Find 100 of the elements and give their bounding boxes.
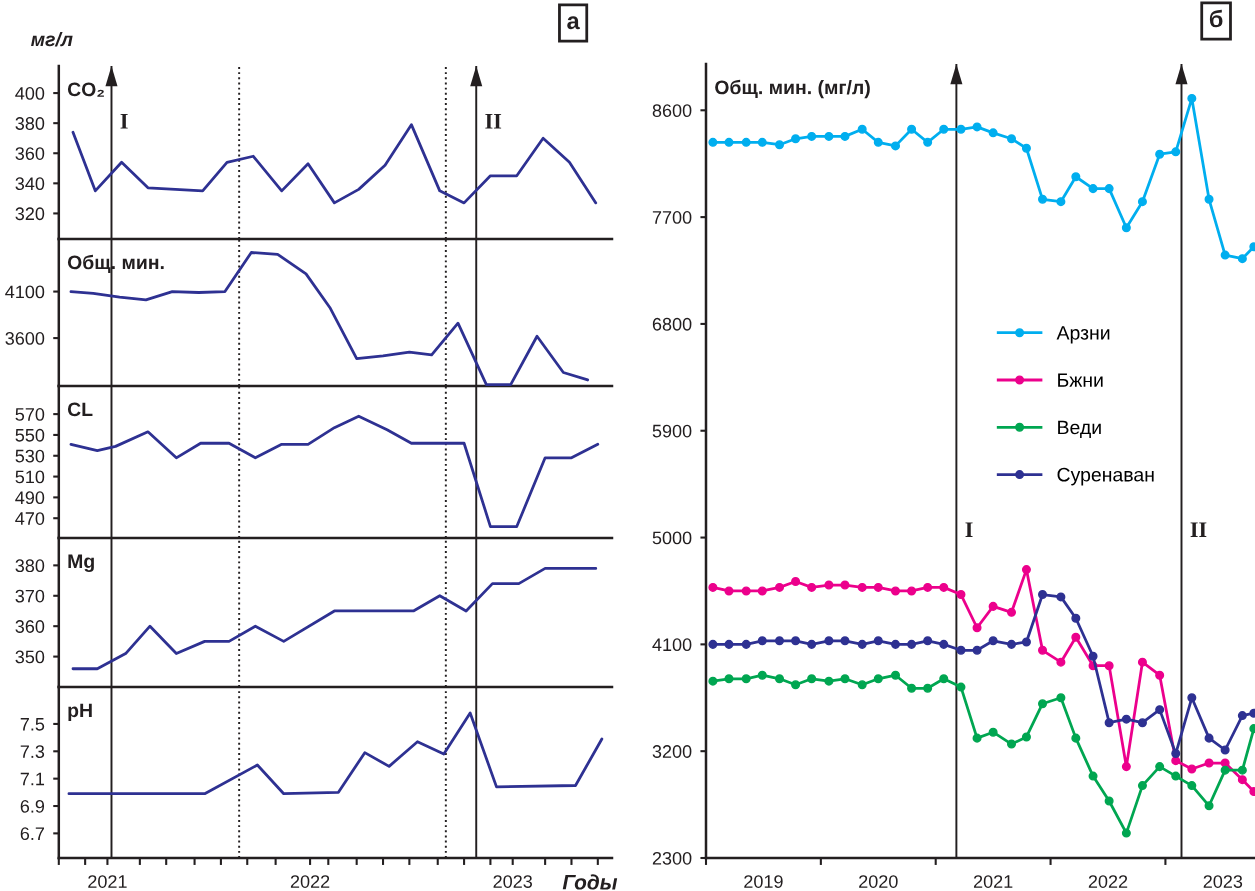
point xyxy=(857,639,867,649)
point xyxy=(1187,93,1197,103)
point xyxy=(1071,172,1081,182)
point xyxy=(1171,756,1181,766)
point xyxy=(724,586,734,596)
point xyxy=(857,124,867,134)
point xyxy=(873,137,883,147)
point xyxy=(708,639,718,649)
point xyxy=(724,674,734,684)
point xyxy=(1056,657,1066,667)
x-tick-label: 2021 xyxy=(973,875,1013,888)
point xyxy=(1187,764,1197,774)
chart-title: а xyxy=(567,16,580,30)
x-tick-label: 2019 xyxy=(744,875,783,888)
point xyxy=(741,586,751,596)
point xyxy=(907,124,917,134)
point xyxy=(1237,765,1247,775)
point xyxy=(1204,733,1214,743)
point xyxy=(923,582,933,592)
point xyxy=(956,590,966,600)
point xyxy=(1104,184,1114,194)
point xyxy=(988,601,998,611)
point xyxy=(1038,645,1048,655)
point xyxy=(972,623,982,633)
y-tick-label: 400 xyxy=(15,87,45,100)
point xyxy=(1121,714,1131,724)
point xyxy=(774,674,785,684)
point xyxy=(939,639,949,649)
point xyxy=(1006,739,1017,749)
point xyxy=(1021,143,1031,153)
annotation: II xyxy=(1190,522,1207,537)
annotation: I xyxy=(965,522,973,537)
point xyxy=(1021,565,1031,575)
y-tick-label: 6.7 xyxy=(20,827,45,841)
point xyxy=(1204,801,1214,811)
point xyxy=(1155,670,1165,680)
point xyxy=(1056,592,1066,602)
point xyxy=(956,645,966,655)
y-tick-label: 320 xyxy=(15,207,45,221)
point xyxy=(774,582,785,592)
point xyxy=(1137,718,1147,728)
point xyxy=(824,636,834,646)
y-tick-label: 2300 xyxy=(652,851,692,865)
point xyxy=(1021,732,1031,742)
x-tick-label: 2020 xyxy=(859,875,898,888)
y-tick-label: 8600 xyxy=(652,104,692,118)
y-tick-label: 360 xyxy=(15,147,45,160)
point xyxy=(873,582,883,592)
point xyxy=(1187,693,1197,703)
point xyxy=(774,140,785,150)
point xyxy=(988,128,998,138)
point xyxy=(791,636,801,646)
point xyxy=(757,670,767,680)
point xyxy=(840,636,850,646)
y-tick-label: 380 xyxy=(15,117,45,130)
point xyxy=(1237,254,1247,264)
point xyxy=(939,124,949,134)
text: мг/л xyxy=(31,31,73,47)
point xyxy=(1006,607,1017,617)
y-tick-label: 350 xyxy=(15,650,45,664)
point xyxy=(1237,711,1247,721)
point xyxy=(1071,733,1081,743)
y-axis-title: Общ. мин. (мг/л) xyxy=(715,79,870,99)
legend-label: Веди xyxy=(1058,420,1101,438)
y-tick-label: 570 xyxy=(15,408,45,421)
annotation: II xyxy=(485,113,502,129)
point xyxy=(923,636,933,646)
point xyxy=(840,674,850,684)
point xyxy=(857,582,867,592)
point xyxy=(1088,184,1098,194)
point xyxy=(1104,661,1114,671)
x-tick-label: 2023 xyxy=(1203,875,1243,888)
annotation: I xyxy=(120,113,128,129)
point xyxy=(1088,651,1098,661)
y-tick-label: 7.3 xyxy=(20,745,45,759)
y-tick-label: 470 xyxy=(15,512,45,525)
point xyxy=(724,137,734,147)
y-tick-label: 5900 xyxy=(652,424,692,438)
point xyxy=(907,683,917,693)
line-series xyxy=(69,251,590,386)
point xyxy=(1171,147,1181,157)
point xyxy=(972,733,982,743)
point xyxy=(774,636,785,646)
x-tick-label: 2022 xyxy=(290,875,330,888)
point xyxy=(741,137,751,147)
point xyxy=(1237,775,1247,785)
y-axis-title: Mg xyxy=(68,554,94,573)
point xyxy=(1204,194,1214,204)
point xyxy=(1071,613,1081,623)
point xyxy=(741,674,751,684)
point xyxy=(1088,771,1098,781)
point xyxy=(923,683,933,693)
point xyxy=(873,636,883,646)
legend-label: Арзни xyxy=(1056,326,1110,344)
point xyxy=(1006,134,1017,144)
point xyxy=(1038,194,1048,204)
point xyxy=(840,131,850,141)
point xyxy=(939,582,949,592)
point xyxy=(1056,693,1066,703)
y-tick-label: 340 xyxy=(15,177,45,191)
